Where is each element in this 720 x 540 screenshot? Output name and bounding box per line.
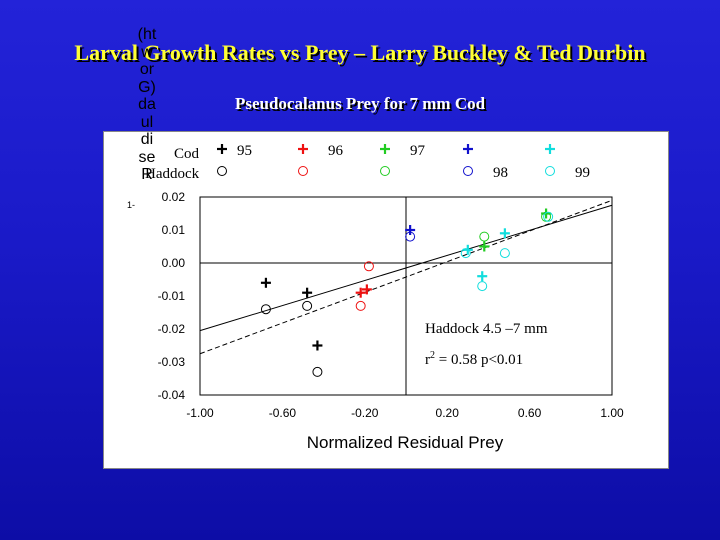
x-tick-label: 1.00 bbox=[600, 406, 624, 420]
x-axis-label: Normalized Residual Prey bbox=[307, 433, 504, 452]
legend-marker bbox=[545, 144, 555, 154]
legend-cod-label: Cod bbox=[174, 146, 200, 162]
annotation-r2: r2 = 0.58 p<0.01 bbox=[425, 350, 523, 368]
x-tick-label: -1.00 bbox=[186, 406, 214, 420]
data-point-haddock bbox=[499, 248, 510, 259]
data-point-cod bbox=[462, 244, 473, 255]
data-point-haddock bbox=[312, 366, 323, 377]
legend-year-label: 97 bbox=[410, 143, 426, 159]
y-tick-label: 0.02 bbox=[162, 190, 186, 204]
legend-marker bbox=[380, 144, 390, 154]
x-tick-label: -0.20 bbox=[351, 406, 379, 420]
x-tick-label: 0.60 bbox=[518, 406, 542, 420]
data-point-haddock bbox=[543, 211, 554, 222]
legend-marker bbox=[298, 166, 308, 176]
y-tick-label: 0.00 bbox=[162, 256, 186, 270]
y-axis-label: (htworG)dauldiseR bbox=[137, 26, 157, 183]
legend-year-label: 95 bbox=[237, 143, 252, 159]
y-tick-label: 0.01 bbox=[162, 223, 186, 237]
regression-line-dashed bbox=[199, 199, 613, 355]
legend-year-label: 98 bbox=[493, 165, 508, 181]
legend-marker bbox=[217, 166, 227, 176]
legend-haddock-label: Haddock bbox=[145, 166, 200, 182]
data-point-haddock bbox=[302, 300, 313, 311]
data-point-haddock bbox=[355, 300, 366, 311]
slide-subtitle: Pseudocalanus Prey for 7 mm Cod bbox=[234, 94, 486, 113]
y-axis-label-superscript: 1- bbox=[127, 200, 135, 210]
data-point-cod bbox=[260, 277, 271, 288]
slide-title: Larval Growth Rates vs Prey – Larry Buck… bbox=[74, 40, 646, 65]
y-tick-label: -0.03 bbox=[158, 355, 186, 369]
legend-marker bbox=[380, 166, 390, 176]
x-tick-label: -0.60 bbox=[269, 406, 297, 420]
y-tick-label: -0.04 bbox=[158, 388, 186, 402]
r2-value: = 0.58 p<0.01 bbox=[435, 352, 523, 368]
data-point-cod bbox=[479, 241, 490, 252]
x-tick-label: 0.20 bbox=[436, 406, 460, 420]
data-point-cod bbox=[302, 287, 313, 298]
data-point-cod bbox=[405, 225, 416, 235]
data-point-cod bbox=[477, 271, 488, 282]
annotation-haddock-size: Haddock 4.5 –7 mm bbox=[425, 321, 548, 337]
legend-marker bbox=[217, 144, 227, 154]
data-point-haddock bbox=[260, 304, 271, 315]
legend-year-label: 99 bbox=[575, 165, 590, 181]
r2-r: r bbox=[425, 352, 430, 368]
regression-line-solid bbox=[199, 204, 613, 332]
chart-panel bbox=[103, 131, 669, 469]
y-tick-label: -0.02 bbox=[158, 322, 186, 336]
data-point-haddock bbox=[363, 261, 374, 272]
legend-year-label: 96 bbox=[328, 143, 344, 159]
data-point-cod bbox=[312, 340, 323, 351]
y-tick-label: -0.01 bbox=[158, 289, 186, 303]
data-point-cod bbox=[499, 228, 510, 239]
legend-marker bbox=[463, 166, 473, 176]
r2-superscript: 2 bbox=[430, 350, 435, 361]
data-point-haddock bbox=[477, 281, 488, 292]
legend-marker bbox=[463, 144, 473, 154]
data-point-haddock bbox=[460, 248, 471, 259]
legend-marker bbox=[545, 166, 555, 176]
data-point-haddock bbox=[479, 231, 490, 242]
data-point-haddock bbox=[405, 231, 416, 242]
data-point-cod bbox=[361, 284, 372, 295]
data-point-cod bbox=[355, 287, 366, 298]
legend-marker bbox=[298, 144, 308, 154]
